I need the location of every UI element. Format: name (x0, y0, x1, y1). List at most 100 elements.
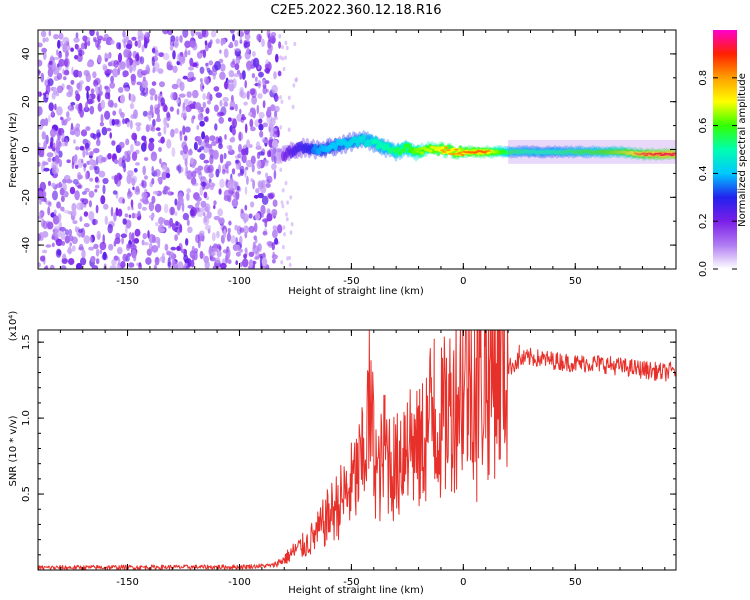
noise-speckle (136, 262, 139, 267)
noise-speckle (93, 148, 100, 154)
noise-speckle (66, 111, 70, 118)
noise-speckle (286, 256, 289, 261)
noise-speckle (174, 198, 178, 206)
noise-speckle (231, 168, 236, 175)
noise-speckle (49, 141, 54, 149)
noise-speckle (92, 71, 97, 79)
noise-speckle (226, 169, 229, 174)
noise-speckle (157, 68, 164, 74)
noise-speckle (222, 96, 229, 103)
noise-speckle (68, 229, 73, 236)
noise-speckle (44, 117, 49, 127)
x-tick-label: 50 (569, 577, 582, 588)
noise-speckle (73, 73, 79, 78)
noise-speckle (99, 122, 105, 127)
snr-x-label: Height of straight line (km) (288, 585, 424, 596)
noise-speckle (241, 154, 247, 164)
noise-speckle (38, 142, 41, 147)
noise-speckle (75, 93, 81, 102)
noise-speckle (135, 53, 140, 62)
noise-speckle (77, 70, 83, 78)
noise-speckle (169, 45, 174, 51)
noise-speckle (184, 50, 188, 58)
noise-speckle (90, 88, 95, 94)
noise-speckle (176, 108, 180, 115)
noise-speckle (202, 212, 206, 217)
y-tick-label: 20 (21, 95, 32, 108)
figure-title: C2E5.2022.360.12.18.R16 (270, 3, 441, 18)
noise-speckle (79, 216, 83, 222)
noise-speckle (75, 32, 79, 39)
noise-speckle (279, 125, 283, 130)
noise-speckle (271, 163, 277, 171)
noise-speckle (184, 262, 188, 267)
noise-speckle (71, 245, 76, 252)
noise-speckle (122, 70, 129, 77)
noise-speckle (127, 193, 132, 200)
noise-speckle (196, 124, 200, 131)
noise-speckle (107, 61, 113, 67)
noise-speckle (102, 251, 107, 260)
noise-speckle (90, 255, 96, 263)
noise-speckle (88, 246, 95, 251)
noise-speckle (124, 151, 128, 159)
noise-speckle (159, 81, 165, 88)
noise-speckle (102, 65, 108, 72)
signal-blob (454, 148, 459, 151)
noise-speckle (177, 195, 184, 206)
noise-speckle (251, 51, 256, 57)
noise-speckle (227, 179, 234, 190)
noise-speckle (267, 33, 271, 42)
noise-speckle (60, 195, 65, 203)
noise-speckle (210, 251, 216, 256)
noise-speckle (162, 164, 168, 171)
noise-speckle (56, 72, 63, 80)
x-tick-label: -150 (116, 577, 139, 588)
noise-speckle (225, 163, 229, 170)
noise-speckle (42, 190, 47, 198)
noise-speckle (57, 213, 62, 222)
noise-speckle (158, 228, 166, 233)
noise-speckle (262, 86, 268, 95)
noise-speckle (289, 195, 293, 200)
noise-speckle (235, 260, 238, 265)
noise-speckle (232, 33, 235, 42)
noise-speckle (81, 249, 86, 259)
noise-speckle (257, 181, 264, 190)
noise-speckle (131, 232, 135, 242)
noise-speckle (169, 106, 174, 112)
colorbar: 0.0 0.2 0.4 0.6 0.8 Normalized spectral ampl… (698, 30, 748, 277)
noise-speckle (210, 181, 213, 186)
colorbar-ticks: 0.0 0.2 0.4 0.6 0.8 (698, 70, 737, 277)
noise-speckle (96, 139, 101, 147)
noise-speckle (213, 104, 219, 112)
noise-speckle (73, 139, 76, 144)
noise-speckle (239, 36, 243, 44)
noise-speckle (96, 35, 104, 41)
noise-speckle (88, 211, 95, 221)
noise-speckle (151, 56, 155, 67)
noise-speckle (244, 167, 247, 178)
noise-speckle (244, 123, 248, 134)
noise-speckle (41, 131, 46, 140)
noise-speckle (169, 217, 174, 227)
noise-speckle (285, 217, 289, 222)
noise-speckle (189, 157, 194, 165)
noise-speckle (189, 103, 196, 109)
noise-speckle (58, 52, 63, 59)
noise-speckle (126, 243, 132, 249)
colorbar-tick-label: 0.0 (698, 261, 709, 277)
noise-speckle (110, 206, 114, 217)
signal-blob (458, 151, 463, 154)
noise-speckle (252, 241, 256, 249)
noise-speckle (41, 47, 47, 53)
noise-speckle (209, 93, 213, 102)
noise-speckle (94, 176, 99, 183)
noise-speckle (118, 174, 123, 180)
noise-speckle (60, 116, 63, 121)
noise-speckle (274, 237, 279, 245)
noise-speckle (39, 212, 42, 218)
noise-speckle (174, 127, 179, 134)
noise-speckle (128, 214, 132, 219)
noise-speckle (273, 71, 277, 80)
